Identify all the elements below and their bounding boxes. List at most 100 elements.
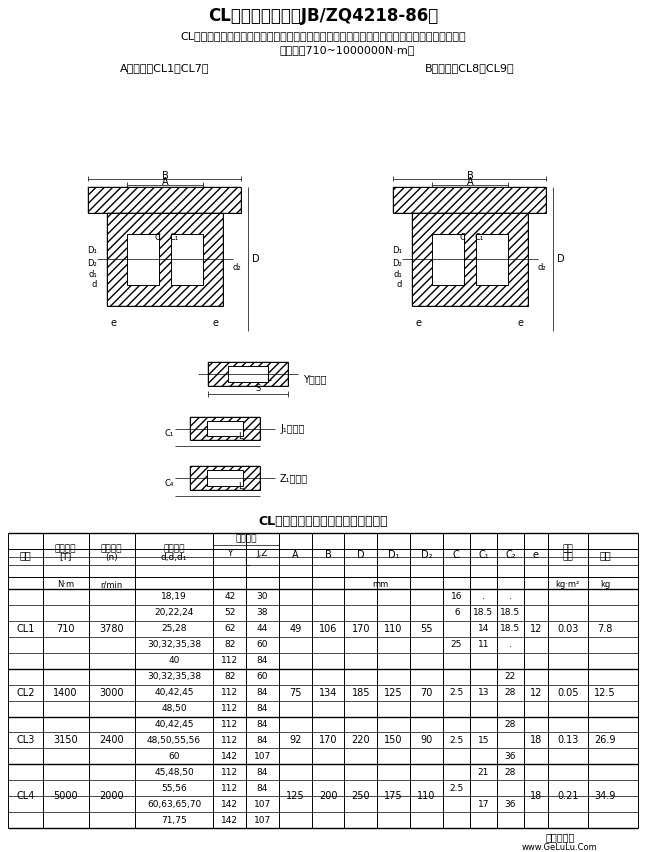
Text: A型（适用CL1～CL7）: A型（适用CL1～CL7） (120, 63, 210, 72)
Text: 84: 84 (257, 688, 269, 697)
Text: 92: 92 (289, 735, 302, 746)
Text: 18.5: 18.5 (473, 608, 494, 618)
Text: 22: 22 (505, 672, 516, 681)
Text: 30,32,35,38: 30,32,35,38 (147, 640, 201, 649)
Text: 45,48,50: 45,48,50 (154, 768, 194, 777)
Text: 惯量: 惯量 (562, 553, 573, 561)
Text: 71,75: 71,75 (161, 815, 187, 825)
Text: e: e (533, 550, 539, 560)
Text: 112: 112 (221, 720, 238, 729)
Text: 60,63,65,70: 60,63,65,70 (147, 800, 201, 809)
Text: C₁: C₁ (478, 550, 488, 560)
Bar (208, 362, 288, 386)
Text: 称扭矩为710~1000000N·m。: 称扭矩为710~1000000N·m。 (280, 45, 415, 55)
Text: CL型齿式联轴器特性参数和主要尺寸: CL型齿式联轴器特性参数和主要尺寸 (258, 515, 388, 527)
Text: 52: 52 (224, 608, 236, 618)
Text: 134: 134 (319, 688, 337, 698)
Text: 3000: 3000 (100, 688, 124, 698)
Text: .: . (482, 592, 485, 602)
Text: 170: 170 (351, 624, 370, 634)
Text: 5000: 5000 (53, 792, 78, 801)
Text: B: B (162, 171, 168, 181)
Text: 185: 185 (351, 688, 370, 698)
Text: 112: 112 (221, 784, 238, 792)
Text: 70: 70 (420, 688, 432, 698)
Text: 84: 84 (257, 656, 269, 665)
Text: 7.8: 7.8 (597, 624, 613, 634)
Text: B型（适用CL8～CL9）: B型（适用CL8～CL9） (425, 63, 515, 72)
Text: 0.13: 0.13 (557, 735, 578, 746)
Text: CL1: CL1 (16, 624, 34, 634)
Text: D: D (357, 550, 365, 560)
Text: 18,19: 18,19 (161, 592, 187, 602)
Text: 55,56: 55,56 (161, 784, 187, 792)
Text: A: A (162, 177, 168, 187)
Text: D₁: D₁ (388, 550, 399, 560)
Text: 84: 84 (257, 704, 269, 713)
Text: 13: 13 (477, 688, 489, 697)
Text: 112: 112 (221, 768, 238, 777)
Text: .: . (509, 640, 512, 649)
Text: CL型齿式联轴器，适用于联接两水平轴线传动轴系，具有一定补偿两轴相对偏移的性能，传递公: CL型齿式联轴器，适用于联接两水平轴线传动轴系，具有一定补偿两轴相对偏移的性能，… (180, 31, 466, 41)
Text: 42: 42 (224, 592, 236, 602)
Text: 6: 6 (452, 608, 461, 618)
Text: 型号: 型号 (19, 550, 31, 560)
Text: 82: 82 (224, 640, 236, 649)
Text: 110: 110 (417, 792, 435, 801)
Bar (190, 417, 260, 440)
Text: 55: 55 (420, 624, 433, 634)
Text: 2400: 2400 (100, 735, 124, 746)
Text: D₁: D₁ (87, 246, 97, 255)
Text: 40: 40 (168, 656, 180, 665)
Text: C: C (460, 233, 466, 243)
Text: 16: 16 (450, 592, 462, 602)
Text: 84: 84 (257, 736, 269, 745)
Text: 格鲁夫机械: 格鲁夫机械 (545, 832, 575, 842)
Text: e: e (213, 318, 219, 328)
Bar (190, 466, 260, 490)
Bar (208, 362, 288, 386)
Text: 0.05: 0.05 (557, 688, 578, 698)
Bar (432, 233, 464, 285)
Text: 2.5: 2.5 (449, 784, 463, 792)
Text: 36: 36 (505, 800, 516, 809)
Text: 25: 25 (450, 640, 462, 649)
Text: A: A (292, 550, 299, 560)
Text: 轴孔直径: 轴孔直径 (163, 544, 185, 554)
Text: 107: 107 (254, 815, 271, 825)
Text: 250: 250 (351, 792, 370, 801)
Text: D₂: D₂ (421, 550, 432, 560)
Text: 12: 12 (530, 688, 542, 698)
Text: 0.21: 0.21 (557, 792, 578, 801)
Text: 36: 36 (505, 751, 516, 761)
Text: 44: 44 (257, 625, 268, 633)
Text: 28: 28 (505, 768, 516, 777)
Text: 112: 112 (221, 704, 238, 713)
Text: 18.5: 18.5 (500, 608, 520, 618)
Text: Y型轴孔: Y型轴孔 (303, 374, 327, 383)
Text: 48,50,55,56: 48,50,55,56 (147, 736, 201, 745)
Text: 142: 142 (221, 800, 238, 809)
Text: 25,28: 25,28 (161, 625, 187, 633)
Text: kg: kg (600, 580, 610, 590)
Text: 112: 112 (221, 736, 238, 745)
Text: D: D (252, 254, 259, 264)
Text: 710: 710 (56, 624, 75, 634)
Text: 106: 106 (319, 624, 337, 634)
Text: 轴孔长度: 轴孔长度 (236, 534, 257, 544)
Text: 84: 84 (257, 720, 269, 729)
Text: 125: 125 (384, 688, 403, 698)
Text: 125: 125 (286, 792, 305, 801)
Text: d: d (397, 280, 402, 289)
Text: 60: 60 (257, 640, 269, 649)
Text: 107: 107 (254, 800, 271, 809)
Text: L: L (237, 432, 243, 441)
Text: Z₁型轴孔: Z₁型轴孔 (280, 474, 308, 483)
Text: S: S (256, 384, 261, 393)
Text: 11: 11 (477, 640, 489, 649)
Text: 30,32,35,38: 30,32,35,38 (147, 672, 201, 681)
Bar (228, 366, 268, 382)
Bar (89, 187, 241, 212)
Text: 110: 110 (384, 624, 402, 634)
Text: 转动: 转动 (562, 544, 573, 554)
